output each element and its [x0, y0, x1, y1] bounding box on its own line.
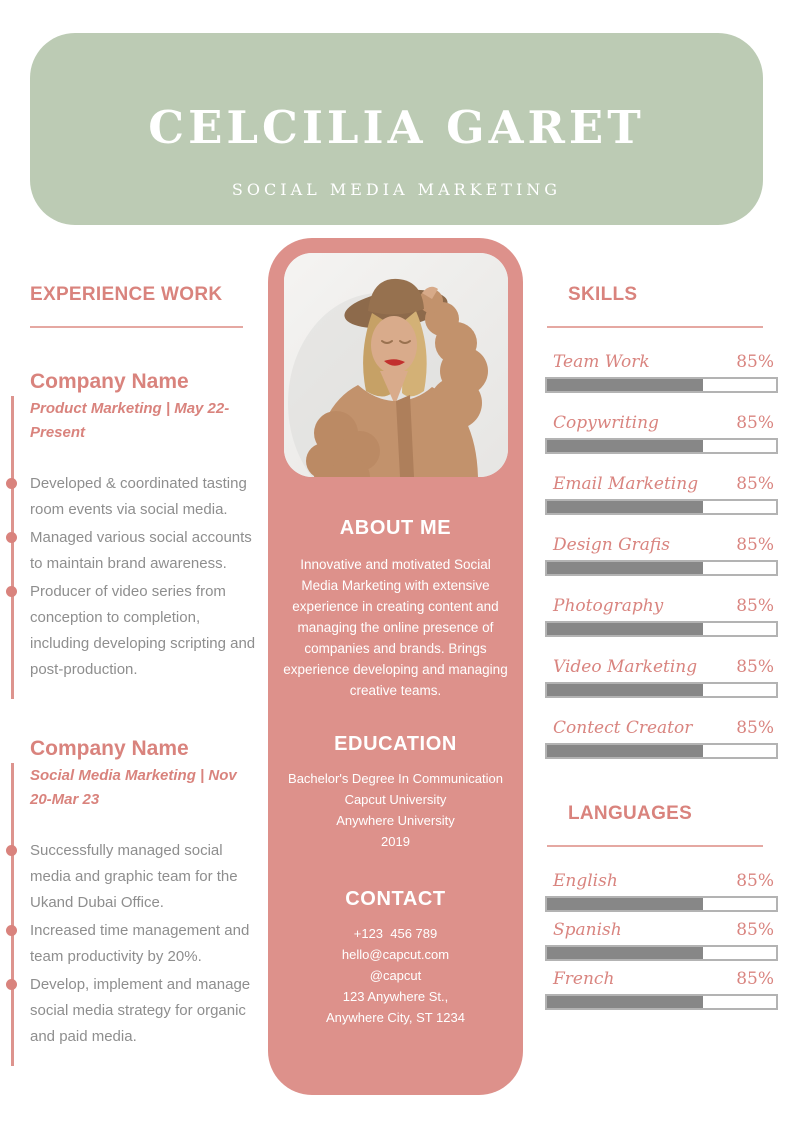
experience-heading: EXPERIENCE WORK [30, 284, 223, 305]
profile-card: ABOUT ME Innovative and motivated Social… [268, 238, 523, 1095]
company-name: Company Name [30, 737, 189, 760]
role-dates: Social Media Marketing | Nov 20-Mar 23 [30, 767, 237, 808]
skill-percent: 85% [736, 596, 774, 616]
skills-divider [547, 326, 763, 328]
education-school: Capcut University [344, 792, 447, 807]
skill-row: Email Marketing 85% [545, 474, 778, 515]
language-progress-fill [547, 898, 703, 910]
skill-label: Copywriting [553, 413, 659, 433]
experience-bullet: Developed & coordinated tasting room eve… [6, 471, 258, 523]
skill-progress-fill [547, 623, 703, 635]
language-percent: 85% [736, 969, 774, 989]
language-row: French 85% [545, 969, 778, 1010]
education-details: Bachelor's Degree In Communication Capcu… [268, 768, 523, 852]
skill-label: Team Work [553, 352, 650, 372]
skill-row: Design Grafis 85% [545, 535, 778, 576]
skill-progress-bar [545, 438, 778, 454]
skills-heading: SKILLS [568, 284, 638, 305]
experience-bullet: Develop, implement and manage social med… [6, 972, 258, 1050]
contact-details: +123 456 789 hello@capcut.com @capcut 12… [268, 923, 523, 1028]
skill-label: Email Marketing [553, 474, 699, 494]
skill-label: Contect Creator [553, 718, 693, 738]
company-name: Company Name [30, 370, 189, 393]
experience-bullet: Successfully managed social media and gr… [6, 838, 258, 916]
header-banner: CELCILIA GARET SOCIAL MEDIA MARKETING [30, 33, 763, 225]
contact-email[interactable]: hello@capcut.com [341, 947, 450, 962]
languages-section: LANGUAGES English 85% Spanish 85% [545, 803, 778, 1010]
language-percent: 85% [736, 920, 774, 940]
experience-bullet-list: Successfully managed social media and gr… [6, 838, 258, 1050]
skill-progress-bar [545, 743, 778, 759]
education-school: Anywhere University [336, 813, 455, 828]
contact-phone[interactable]: +123 456 789 [353, 926, 438, 941]
language-label: Spanish [553, 920, 622, 940]
skill-progress-fill [547, 562, 703, 574]
skill-progress-fill [547, 501, 703, 513]
skill-progress-fill [547, 379, 703, 391]
skill-progress-bar [545, 682, 778, 698]
skill-label: Design Grafis [553, 535, 670, 555]
skill-row: Contect Creator 85% [545, 718, 778, 759]
about-text: Innovative and motivated Social Media Ma… [283, 557, 508, 698]
skill-row: Photography 85% [545, 596, 778, 637]
skill-progress-bar [545, 560, 778, 576]
experience-divider [30, 326, 243, 328]
skill-progress-bar [545, 499, 778, 515]
language-label: French [553, 969, 615, 989]
skill-percent: 85% [736, 718, 774, 738]
skill-percent: 85% [736, 657, 774, 677]
experience-bullet-list: Developed & coordinated tasting room eve… [6, 471, 258, 683]
languages-heading: LANGUAGES [568, 803, 693, 824]
language-label: English [553, 871, 618, 891]
contact-address-line1: 123 Anywhere St., [342, 989, 449, 1004]
contact-handle[interactable]: @capcut [369, 968, 422, 983]
profile-photo-illustration [283, 253, 508, 477]
education-heading: EDUCATION [334, 733, 457, 755]
language-progress-bar [545, 994, 778, 1010]
skill-row: Video Marketing 85% [545, 657, 778, 698]
language-row: English 85% [545, 871, 778, 912]
experience-entry: Company Name Social Media Marketing | No… [6, 737, 258, 1066]
languages-divider [547, 845, 763, 847]
skills-column: SKILLS Team Work 85% Copywriting 85% Ema… [545, 284, 778, 1018]
skill-progress-fill [547, 684, 703, 696]
skill-percent: 85% [736, 535, 774, 555]
contact-heading: CONTACT [345, 888, 446, 910]
language-progress-bar [545, 945, 778, 961]
person-role: SOCIAL MEDIA MARKETING [231, 180, 562, 199]
experience-bullet: Producer of video series from conception… [6, 579, 258, 683]
about-heading: ABOUT ME [339, 517, 452, 539]
skill-label: Photography [553, 596, 664, 616]
profile-photo [283, 253, 508, 477]
skill-row: Copywriting 85% [545, 413, 778, 454]
role-dates: Product Marketing | May 22-Present [30, 400, 230, 441]
person-name: CELCILIA GARET [148, 101, 645, 154]
skill-progress-fill [547, 440, 703, 452]
skill-label: Video Marketing [553, 657, 698, 677]
language-progress-bar [545, 896, 778, 912]
skill-progress-bar [545, 377, 778, 393]
skills-list: Team Work 85% Copywriting 85% Email Mark… [545, 352, 778, 759]
skill-row: Team Work 85% [545, 352, 778, 393]
skill-percent: 85% [736, 413, 774, 433]
language-percent: 85% [736, 871, 774, 891]
skill-progress-bar [545, 621, 778, 637]
education-year: 2019 [381, 834, 410, 849]
contact-address-line2: Anywhere City, ST 1234 [326, 1010, 465, 1025]
experience-entry: Company Name Product Marketing | May 22-… [6, 370, 258, 699]
skill-percent: 85% [736, 474, 774, 494]
language-progress-fill [547, 947, 703, 959]
skill-progress-fill [547, 745, 703, 757]
language-row: Spanish 85% [545, 920, 778, 961]
experience-bullet: Increased time management and team produ… [6, 918, 258, 970]
language-progress-fill [547, 996, 703, 1008]
languages-list: English 85% Spanish 85% French 85% [545, 871, 778, 1010]
experience-bullet: Managed various social accounts to maint… [6, 525, 258, 577]
experience-column: EXPERIENCE WORK Company Name Product Mar… [6, 284, 258, 1066]
skill-percent: 85% [736, 352, 774, 372]
education-degree: Bachelor's Degree In Communication [288, 771, 503, 786]
